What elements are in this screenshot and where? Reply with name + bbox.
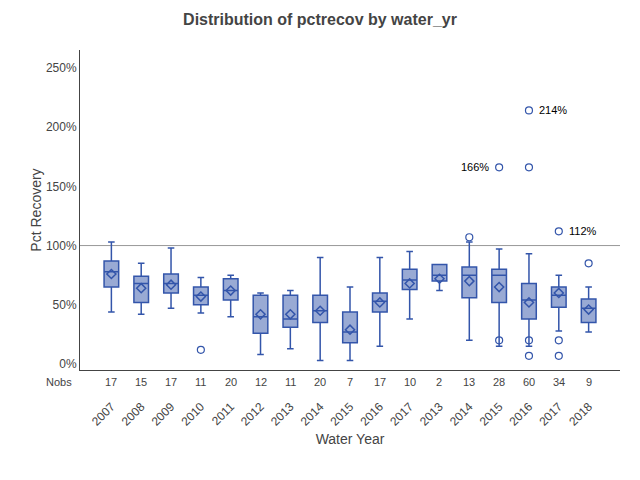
svg-text:150%: 150% [46,180,77,194]
svg-text:2012: 2012 [238,400,267,429]
svg-text:2011: 2011 [209,400,237,428]
svg-text:17: 17 [374,376,386,388]
svg-text:50%: 50% [53,298,77,312]
svg-text:2015: 2015 [477,400,506,429]
svg-text:7: 7 [347,376,353,388]
svg-text:2016: 2016 [357,400,386,429]
svg-text:214%: 214% [539,104,567,116]
svg-text:2008: 2008 [119,400,148,429]
svg-text:112%: 112% [569,225,597,237]
svg-text:20: 20 [225,376,237,388]
svg-text:100%: 100% [46,239,77,253]
svg-text:17: 17 [105,376,117,388]
svg-text:13: 13 [463,376,475,388]
svg-text:2013: 2013 [268,400,297,429]
svg-text:Pct Recovery: Pct Recovery [28,168,44,251]
svg-text:2016: 2016 [507,400,536,429]
svg-text:60: 60 [523,376,535,388]
svg-text:28: 28 [493,376,505,388]
svg-text:10: 10 [404,376,416,388]
svg-text:2013: 2013 [417,400,446,429]
svg-text:34: 34 [553,376,565,388]
svg-text:9: 9 [586,376,592,388]
svg-text:250%: 250% [46,61,77,75]
svg-text:Nobs: Nobs [46,376,72,388]
svg-text:0%: 0% [59,357,77,371]
svg-text:2014: 2014 [298,400,327,429]
svg-text:2014: 2014 [447,400,476,429]
svg-text:2015: 2015 [328,400,357,429]
svg-text:12: 12 [255,376,267,388]
svg-text:11: 11 [195,376,206,388]
svg-text:2017: 2017 [536,400,565,429]
svg-text:2007: 2007 [89,400,118,429]
svg-text:2009: 2009 [149,400,178,429]
svg-text:2018: 2018 [566,400,595,429]
svg-text:2010: 2010 [178,400,207,429]
svg-text:15: 15 [135,376,147,388]
svg-text:200%: 200% [46,120,77,134]
svg-text:2017: 2017 [387,400,416,429]
svg-text:2: 2 [436,376,442,388]
svg-text:166%: 166% [461,161,489,173]
svg-text:11: 11 [285,376,296,388]
svg-text:17: 17 [165,376,177,388]
svg-text:Distribution of pctrecov by wa: Distribution of pctrecov by water_yr [183,11,457,28]
svg-text:Water Year: Water Year [316,431,385,447]
svg-text:20: 20 [314,376,326,388]
